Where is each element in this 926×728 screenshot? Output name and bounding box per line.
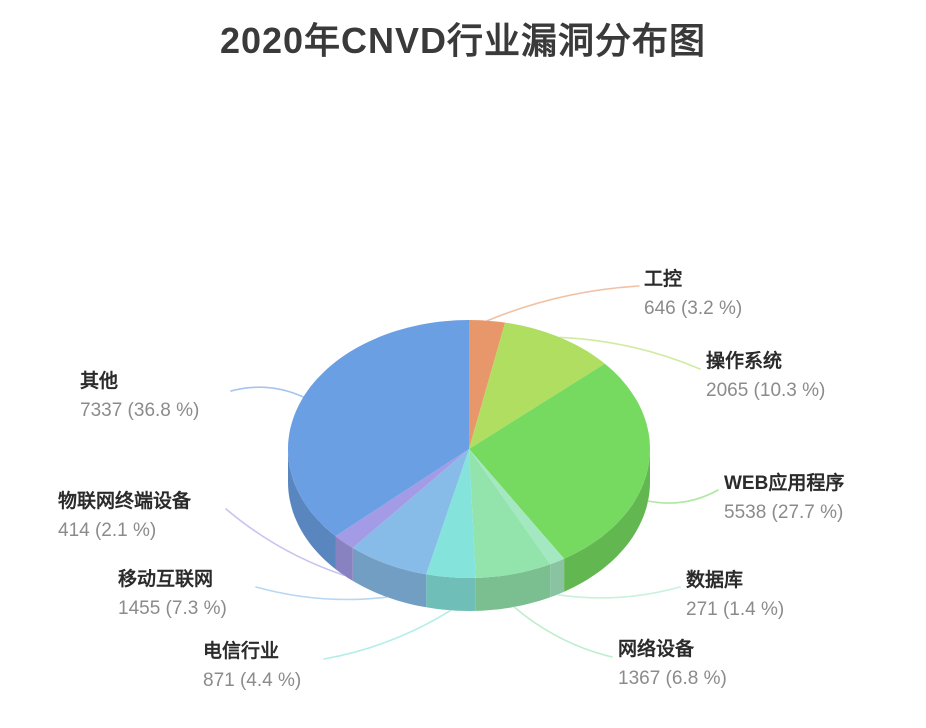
pie-slice-5[interactable] bbox=[426, 449, 476, 578]
leader-line-2 bbox=[647, 489, 719, 504]
pie-slice-side-3 bbox=[550, 558, 565, 598]
leader-line-1 bbox=[558, 336, 701, 370]
leader-line-5 bbox=[323, 609, 452, 660]
pie-slice-side-4 bbox=[475, 564, 551, 611]
pie-slice-4[interactable] bbox=[469, 449, 551, 578]
leader-line-4 bbox=[513, 606, 613, 658]
pie-slice-7[interactable] bbox=[335, 449, 470, 548]
pie-slice-side-7 bbox=[335, 536, 353, 581]
pie-slice-3[interactable] bbox=[469, 449, 565, 565]
pie-slice-6[interactable] bbox=[352, 449, 469, 575]
pie-slice-2[interactable] bbox=[469, 363, 650, 559]
pie-slice-1[interactable] bbox=[469, 322, 605, 449]
pie-slice-side-2 bbox=[564, 449, 650, 592]
pie-slice-side-5 bbox=[426, 574, 476, 611]
leader-line-8 bbox=[230, 386, 305, 398]
leader-line-3 bbox=[556, 586, 681, 599]
pie-slice-8[interactable] bbox=[288, 320, 469, 537]
pie-slice-0[interactable] bbox=[469, 320, 506, 449]
pie-slice-side-8 bbox=[288, 449, 336, 570]
leader-line-0 bbox=[486, 285, 640, 322]
pie-slice-side-6 bbox=[352, 547, 427, 608]
leader-line-6 bbox=[255, 586, 389, 601]
chart-title: 2020年CNVD行业漏洞分布图 bbox=[219, 20, 707, 61]
leader-line-7 bbox=[225, 508, 345, 576]
